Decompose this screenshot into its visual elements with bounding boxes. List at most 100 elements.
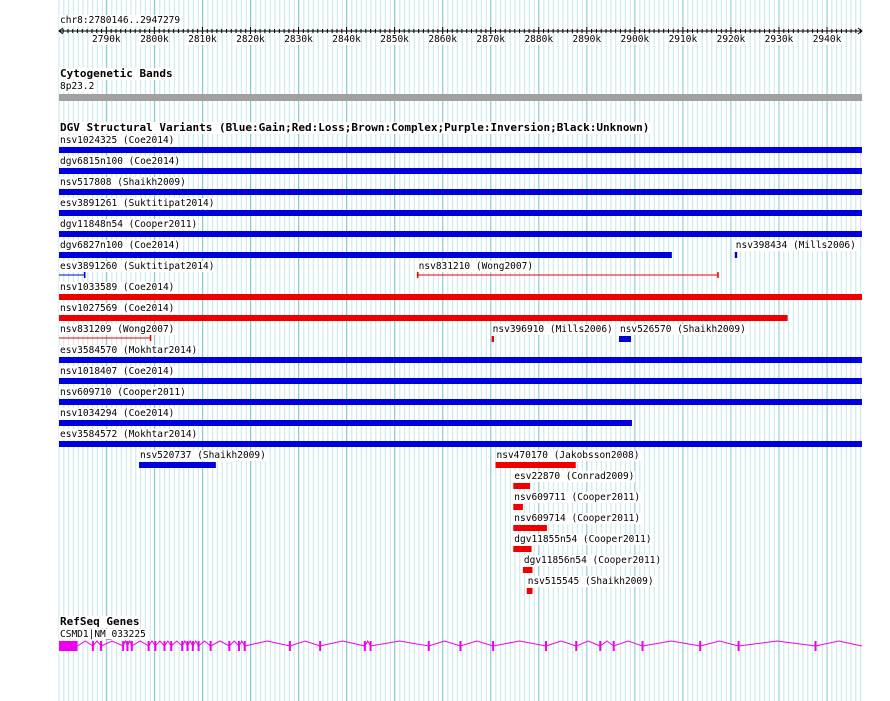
cytoband-track-title: Cytogenetic Bands <box>59 67 174 80</box>
ruler-tick-label: 2790k <box>92 34 121 45</box>
dgv-feature-label[interactable]: nsv526570 (Shaikh2009) <box>618 324 747 335</box>
refseq-exon <box>544 641 547 651</box>
ruler-tick-label: 2920k <box>716 34 746 45</box>
refseq-exon <box>122 641 125 651</box>
refseq-exon <box>130 641 133 651</box>
dgv-feature-bar[interactable] <box>513 483 531 489</box>
refseq-exon <box>319 641 322 651</box>
dgv-feature-label[interactable]: nsv398434 (Mills2006) <box>734 240 857 251</box>
refseq-exon-block <box>59 641 78 651</box>
dgv-feature-label[interactable]: esv3891261 (Suktitipat2014) <box>59 198 216 209</box>
ruler-tick-label: 2910k <box>668 34 698 45</box>
ruler-tick-label: 2850k <box>380 34 409 45</box>
dgv-feature-label[interactable]: nsv1024325 (Coe2014) <box>59 135 176 146</box>
dgv-feature-label[interactable]: nsv396910 (Mills2006) <box>491 324 614 335</box>
dgv-feature-label[interactable]: dgv6815n100 (Coe2014) <box>59 156 182 167</box>
dgv-feature-label[interactable]: nsv1018407 (Coe2014) <box>59 366 176 377</box>
refseq-exon <box>181 641 184 651</box>
dgv-feature-bar[interactable] <box>59 315 788 321</box>
refseq-exon <box>147 641 150 651</box>
ruler-tick-label: 2830k <box>284 34 313 45</box>
dgv-feature-label[interactable]: nsv517808 (Shaikh2009) <box>59 177 187 188</box>
dgv-feature-bar[interactable] <box>513 504 523 510</box>
refseq-track-title: RefSeq Genes <box>59 615 141 628</box>
dgv-feature-bar[interactable] <box>59 441 862 447</box>
dgv-feature-bar[interactable] <box>59 189 862 195</box>
ruler-tick-label: 2900k <box>620 34 650 45</box>
dgv-feature-bar[interactable] <box>59 168 862 174</box>
dgv-feature-bar[interactable] <box>59 399 862 405</box>
refseq-exon <box>612 641 615 651</box>
dgv-feature-bar[interactable] <box>618 336 632 342</box>
dgv-feature-label[interactable]: dgv11848n54 (Cooper2011) <box>59 219 199 230</box>
ruler-tick-label: 2880k <box>524 34 554 45</box>
refseq-exon <box>575 641 578 651</box>
dgv-feature-bar[interactable] <box>59 231 862 237</box>
ruler-arrow-right <box>857 27 863 35</box>
dgv-feature-bar[interactable] <box>139 462 216 468</box>
dgv-feature-bar[interactable] <box>59 210 862 216</box>
refseq-exon <box>814 641 817 651</box>
dgv-feature-label[interactable]: esv22870 (Conrad2009) <box>513 471 636 482</box>
dgv-track-title: DGV Structural Variants (Blue:Gain;Red:L… <box>59 121 651 134</box>
dgv-feature-bar[interactable] <box>526 588 533 594</box>
dgv-feature-label[interactable]: esv3584572 (Mokhtar2014) <box>59 429 199 440</box>
ruler-tick-label: 2810k <box>188 34 217 45</box>
refseq-exon <box>699 641 702 651</box>
dgv-feature-label[interactable]: nsv609710 (Cooper2011) <box>59 387 187 398</box>
refseq-exon <box>737 641 740 651</box>
dgv-feature-label[interactable]: esv3584570 (Mokhtar2014) <box>59 345 199 356</box>
refseq-exon <box>100 641 103 651</box>
refseq-exon <box>427 641 430 651</box>
dgv-feature-label[interactable]: nsv1034294 (Coe2014) <box>59 408 176 419</box>
refseq-exon <box>288 641 291 651</box>
refseq-exon <box>197 641 200 651</box>
refseq-exon <box>243 641 246 651</box>
ruler-tick-label: 2930k <box>764 34 794 45</box>
dgv-feature-label[interactable]: nsv609714 (Cooper2011) <box>513 513 642 524</box>
dgv-feature-bar[interactable] <box>59 147 862 153</box>
dgv-feature-label[interactable]: nsv1033589 (Coe2014) <box>59 282 176 293</box>
refseq-exon <box>237 641 240 651</box>
refseq-gene-csmd1[interactable] <box>59 639 863 651</box>
dgv-feature-bar[interactable] <box>734 252 738 258</box>
ruler-tick-label: 2840k <box>332 34 361 45</box>
ruler <box>58 27 863 35</box>
ruler-tick-label: 2870k <box>476 34 506 45</box>
dgv-feature-bar[interactable] <box>513 546 532 552</box>
ruler-tick-label: 2800k <box>140 34 169 45</box>
dgv-feature-bar[interactable] <box>59 357 862 363</box>
cytoband-bar[interactable] <box>59 94 862 101</box>
refseq-exon <box>170 641 173 651</box>
dgv-feature-bar[interactable] <box>59 378 862 384</box>
dgv-feature-label[interactable]: nsv831210 (Wong2007) <box>417 261 535 272</box>
dgv-feature-bar[interactable] <box>59 294 862 300</box>
dgv-feature-bar[interactable] <box>522 567 533 573</box>
refseq-exon <box>641 641 644 651</box>
dgv-feature-bar[interactable] <box>491 336 495 342</box>
refseq-exon <box>228 641 231 651</box>
refseq-exon <box>186 641 189 651</box>
dgv-feature-bar[interactable] <box>513 525 547 531</box>
dgv-feature-label[interactable]: nsv470170 (Jakobsson2008) <box>495 450 641 461</box>
refseq-exon <box>459 641 462 651</box>
dgv-feature-label[interactable]: nsv520737 (Shaikh2009) <box>139 450 267 461</box>
dgv-feature-bar[interactable] <box>495 462 576 468</box>
dgv-feature-label[interactable]: esv3891260 (Suktitipat2014) <box>59 261 216 272</box>
refseq-exon <box>154 641 157 651</box>
ruler-tick-label: 2820k <box>236 34 265 45</box>
dgv-feature-label[interactable]: nsv609711 (Cooper2011) <box>513 492 642 503</box>
dgv-feature-label[interactable]: nsv515545 (Shaikh2009) <box>526 576 655 587</box>
dgv-feature-label[interactable]: dgv11856n54 (Cooper2011) <box>522 555 663 566</box>
dgv-feature-label[interactable]: dgv6827n100 (Coe2014) <box>59 240 182 251</box>
dgv-feature-label[interactable]: dgv11855n54 (Cooper2011) <box>513 534 653 545</box>
refseq-exon <box>363 641 366 651</box>
dgv-feature-label[interactable]: nsv1027569 (Coe2014) <box>59 303 176 314</box>
ruler-arrow-left <box>58 27 64 35</box>
refseq-exon <box>191 641 194 651</box>
dgv-feature-bar[interactable] <box>59 420 632 426</box>
dgv-feature-bar[interactable] <box>59 252 672 258</box>
dgv-feature-label[interactable]: nsv831209 (Wong2007) <box>59 324 176 335</box>
refseq-exon <box>126 641 129 651</box>
refseq-exon <box>599 641 602 651</box>
